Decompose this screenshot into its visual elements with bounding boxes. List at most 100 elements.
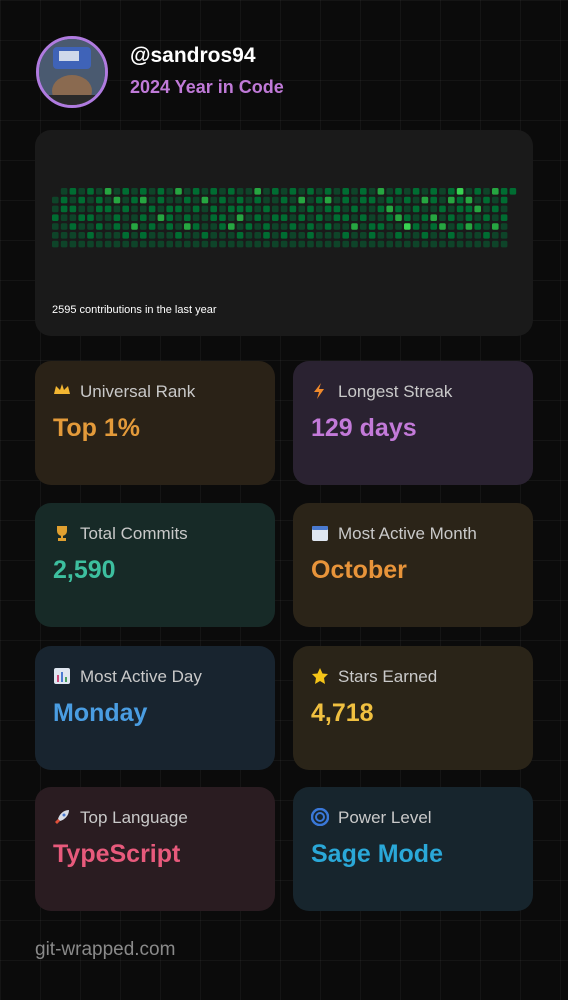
contribution-cell xyxy=(456,240,464,248)
stat-icon xyxy=(57,526,67,541)
contribution-cell xyxy=(245,188,253,195)
contribution-cell xyxy=(333,196,341,204)
contribution-cell xyxy=(289,232,297,239)
contribution-cell xyxy=(280,223,288,230)
contribution-cell xyxy=(272,188,279,195)
contribution-cell xyxy=(148,223,156,230)
contribution-cell xyxy=(456,188,464,195)
contribution-cell xyxy=(465,223,473,230)
contribution-cell xyxy=(245,240,253,248)
contribution-cell xyxy=(360,196,367,204)
contribution-cell xyxy=(148,188,156,195)
stat-label: Most Active Day xyxy=(80,667,202,686)
contribution-cell xyxy=(122,205,129,213)
contribution-cell xyxy=(439,232,446,239)
contribution-cell xyxy=(184,223,191,230)
stat-card: Stars Earned 4,718 xyxy=(293,646,533,770)
contribution-cell xyxy=(166,205,173,213)
stat-icon xyxy=(55,810,69,824)
contribution-cell xyxy=(166,196,173,204)
contribution-cell xyxy=(140,196,147,204)
contribution-cell xyxy=(421,232,429,239)
stat-card: Most Active Day Monday xyxy=(35,646,275,770)
contribution-cell xyxy=(412,223,420,230)
contribution-cell xyxy=(333,205,341,213)
contribution-cell xyxy=(96,223,103,230)
contribution-cell xyxy=(96,196,103,204)
contribution-cell xyxy=(483,188,490,195)
contribution-cell xyxy=(430,205,437,213)
contribution-cell xyxy=(333,223,341,230)
contribution-cell xyxy=(263,240,270,248)
contribution-cell xyxy=(404,223,411,230)
contribution-cell xyxy=(113,205,121,213)
username: @sandros94 xyxy=(130,44,256,67)
contribution-cell xyxy=(254,196,261,204)
contribution-cell xyxy=(272,223,279,230)
contribution-cell xyxy=(69,232,77,239)
contribution-cell xyxy=(377,232,385,239)
contribution-cell xyxy=(78,240,85,248)
contribution-cell xyxy=(412,232,420,239)
contribution-cell xyxy=(157,223,165,230)
contribution-cell xyxy=(245,223,253,230)
contribution-cell xyxy=(122,188,129,195)
contribution-cell xyxy=(175,223,182,230)
contribution-cell xyxy=(500,223,508,230)
contribution-cell xyxy=(492,188,499,195)
avatar xyxy=(36,36,108,108)
contribution-cell xyxy=(448,196,455,204)
contribution-cell xyxy=(219,214,226,221)
contribution-cell xyxy=(342,196,349,204)
contribution-cell xyxy=(483,196,490,204)
contribution-grid xyxy=(52,188,517,248)
contribution-cell xyxy=(412,188,420,195)
contribution-cell xyxy=(60,223,68,230)
footer: git-wrapped.com xyxy=(35,939,176,960)
contribution-cell xyxy=(368,214,376,221)
contribution-cell xyxy=(465,196,473,204)
contribution-cell xyxy=(500,240,508,248)
contribution-cell xyxy=(324,205,332,213)
contribution-cell xyxy=(201,205,209,213)
contribution-cell xyxy=(316,232,323,239)
contribution-cell xyxy=(386,188,393,195)
contribution-cell xyxy=(439,223,446,230)
contribution-cell xyxy=(360,188,367,195)
contribution-cell xyxy=(456,232,464,239)
contribution-cell xyxy=(316,223,323,230)
contribution-cell xyxy=(351,232,358,239)
stat-card: Power Level Sage Mode xyxy=(293,787,533,911)
contribution-cell xyxy=(412,205,420,213)
contribution-cell xyxy=(201,232,209,239)
contribution-cell xyxy=(280,214,288,221)
contribution-cell xyxy=(492,196,499,204)
contribution-cell xyxy=(263,205,270,213)
contribution-cell xyxy=(228,240,235,248)
contribution-cell xyxy=(201,196,209,204)
contribution-cell xyxy=(210,240,217,248)
contribution-cell xyxy=(166,232,173,239)
contribution-cell xyxy=(96,232,103,239)
contribution-cell xyxy=(219,196,226,204)
contribution-cell xyxy=(412,240,420,248)
contribution-cell xyxy=(316,240,323,248)
contribution-cell xyxy=(492,240,499,248)
contribution-cell xyxy=(254,223,261,230)
contribution-cell xyxy=(104,240,112,248)
contribution-cell xyxy=(421,214,429,221)
contribution-cell xyxy=(465,240,473,248)
contribution-cell xyxy=(254,214,261,221)
avatar-image xyxy=(39,39,105,105)
contribution-cell xyxy=(492,214,499,221)
contribution-cell xyxy=(236,188,244,195)
contribution-cell xyxy=(245,214,253,221)
subtitle: 2024 Year in Code xyxy=(130,77,284,97)
stat-label: Total Commits xyxy=(80,524,188,543)
contribution-cell xyxy=(175,196,182,204)
contribution-cell xyxy=(307,223,314,230)
contribution-cell xyxy=(448,205,455,213)
contribution-cell xyxy=(289,205,297,213)
contribution-cell xyxy=(69,188,77,195)
contribution-cell xyxy=(316,188,323,195)
